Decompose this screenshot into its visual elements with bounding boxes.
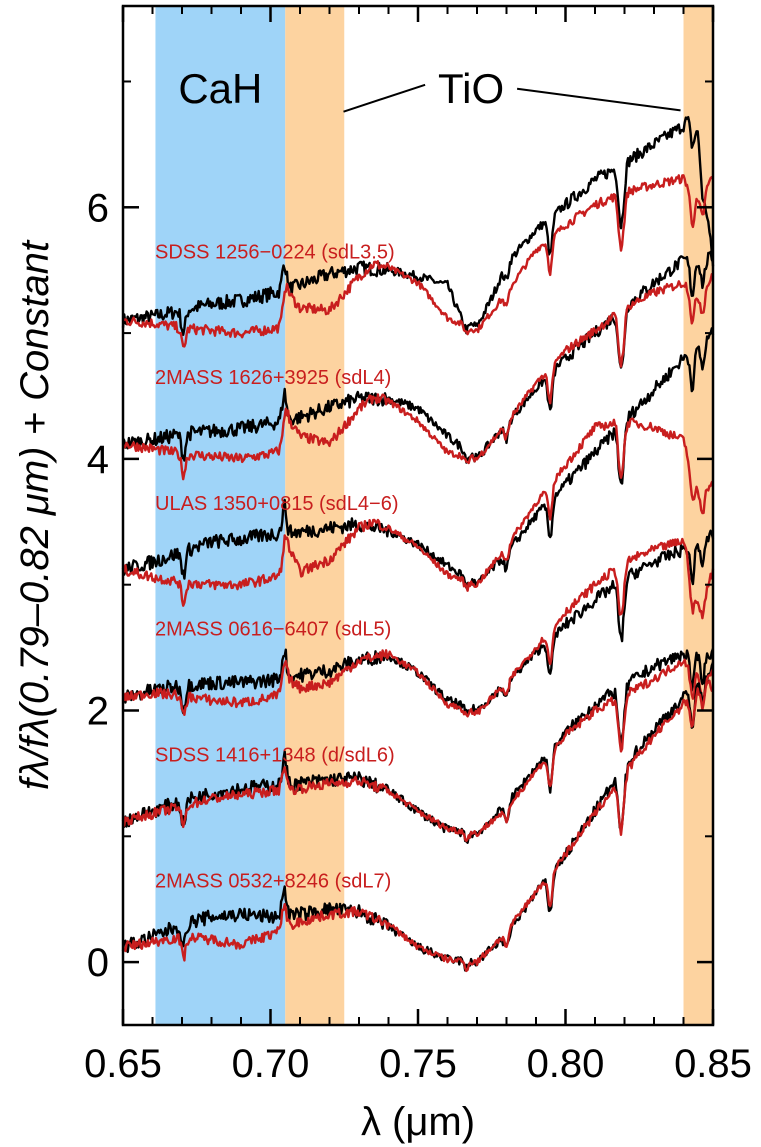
tio-pointer-left	[343, 83, 426, 113]
spectrum-observed-4	[121, 648, 715, 844]
x-axis-ticks: 0.65 0.70 0.75 0.80 0.85	[84, 6, 752, 1086]
x-tick-label-1: 0.70	[232, 1042, 310, 1086]
x-tick-label-2: 0.75	[379, 1042, 457, 1086]
y-axis-ticks: 0 2 4 6	[87, 80, 713, 985]
spectrum-template-2	[121, 417, 714, 607]
band-label-cah-0: CaH	[178, 65, 262, 112]
spectrum-labels: SDSS 1256−0224 (sdL3.5) 2MASS 1626+3925 (…	[155, 241, 399, 892]
y-tick-label-0: 0	[87, 941, 109, 985]
spectrum-label-1: 2MASS 1626+3925 (sdL4)	[155, 367, 391, 389]
band-tio-2	[683, 6, 713, 1025]
spectrum-template-0	[122, 174, 714, 348]
spectrum-template-3	[121, 537, 715, 718]
y-tick-label-1: 2	[87, 689, 109, 733]
spectrum-label-3: 2MASS 0616−6407 (sdL5)	[155, 619, 391, 641]
spectrum-observed-2	[121, 327, 715, 589]
spectrum-label-5: 2MASS 0532+8246 (sdL7)	[155, 870, 391, 892]
spectrum-template-5	[122, 668, 715, 973]
x-tick-label-4: 0.85	[674, 1042, 752, 1086]
y-axis-label: fλ/fλ(0.79–0.82 μm) + Constant	[13, 239, 57, 790]
x-tick-label-0: 0.65	[84, 1042, 162, 1086]
spectrum-label-0: SDSS 1256−0224 (sdL3.5)	[155, 241, 395, 263]
band-annotations: CaH TiO	[178, 65, 681, 113]
absorption-bands	[155, 6, 713, 1025]
x-tick-label-3: 0.80	[527, 1042, 605, 1086]
band-label-tio-1: TiO	[438, 65, 504, 112]
y-tick-label-2: 4	[87, 438, 109, 482]
spectra-lines	[121, 116, 715, 973]
spectrum-observed-5	[121, 661, 715, 972]
spectrum-template-4	[122, 658, 715, 843]
spectrum-observed-0	[121, 116, 715, 336]
tio-pointer-right	[516, 87, 681, 112]
band-tio-1	[285, 6, 345, 1025]
band-cah-0	[155, 6, 286, 1025]
x-axis-label: λ (μm)	[361, 1100, 475, 1144]
spectrum-label-2: ULAS 1350+0815 (sdL4−6)	[155, 493, 399, 515]
y-tick-label-3: 6	[87, 186, 109, 230]
spectrum-label-4: SDSS 1416+1348 (d/sdL6)	[155, 745, 395, 767]
spectrum-template-1	[121, 273, 715, 481]
spectrum-observed-1	[121, 250, 715, 464]
